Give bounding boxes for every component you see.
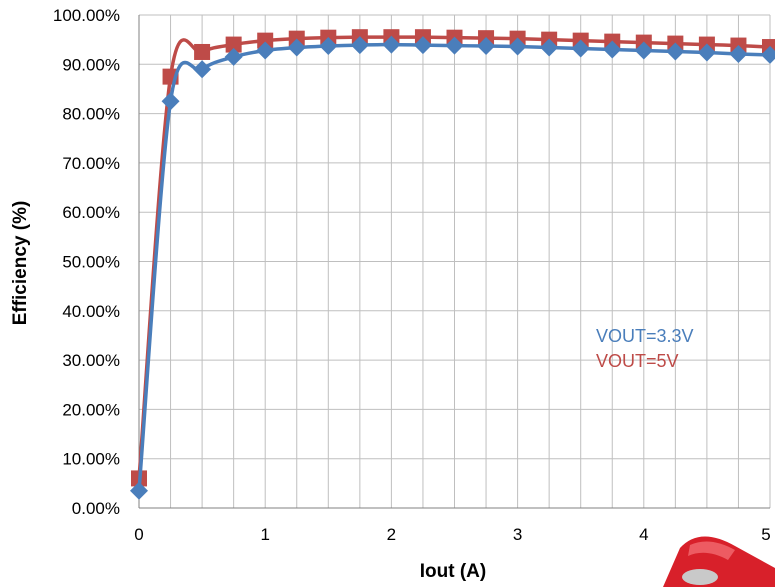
data-point	[413, 36, 432, 55]
y-tick-label: 50.00%	[62, 253, 120, 272]
data-point	[287, 38, 306, 57]
y-axis-title: Efficiency (%)	[10, 201, 31, 326]
x-tick-label: 2	[387, 525, 396, 544]
data-point	[130, 481, 148, 500]
x-tick-label: 5	[761, 525, 770, 544]
data-point	[161, 92, 180, 111]
y-tick-label: 20.00%	[62, 400, 120, 419]
data-point	[256, 41, 275, 60]
y-tick-label: 0.00%	[72, 499, 120, 518]
data-point	[729, 44, 748, 63]
axes	[138, 15, 770, 509]
y-tick-label: 70.00%	[62, 154, 120, 173]
data-point	[477, 37, 496, 56]
data-point	[319, 37, 338, 56]
data-point	[508, 37, 527, 56]
data-point	[350, 36, 369, 55]
y-tick-label: 60.00%	[62, 203, 120, 222]
x-tick-label: 3	[513, 525, 522, 544]
pen-graphic	[663, 536, 775, 587]
data-point	[225, 36, 242, 53]
data-point	[257, 32, 274, 49]
data-point	[540, 38, 559, 57]
y-tick-label: 40.00%	[62, 302, 120, 321]
y-tick-label: 100.00%	[53, 6, 120, 25]
data-point	[603, 40, 622, 59]
data-point	[382, 35, 401, 54]
data-point	[761, 45, 775, 64]
x-tick-label: 0	[134, 525, 143, 544]
y-tick-label: 30.00%	[62, 351, 120, 370]
y-tick-label: 80.00%	[62, 105, 120, 124]
y-tick-label: 90.00%	[62, 55, 120, 74]
series-group	[130, 29, 775, 500]
legend-entry: VOUT=5V	[596, 351, 679, 371]
y-tick-label: 10.00%	[62, 450, 120, 469]
x-tick-labels: 0 1 2 3 4 5	[134, 525, 770, 544]
grid-lines	[138, 14, 771, 509]
data-point	[193, 60, 212, 79]
y-tick-labels: 0.00% 10.00% 20.00% 30.00% 40.00% 50.00% 60.00…	[53, 6, 120, 518]
data-point	[697, 43, 716, 62]
x-tick-label: 4	[639, 525, 648, 544]
legend-entry: VOUT=3.3V	[596, 326, 694, 346]
x-tick-label: 1	[260, 525, 269, 544]
data-point	[571, 39, 590, 58]
x-axis-title: Iout (A)	[420, 561, 486, 582]
data-point	[194, 43, 211, 60]
data-point	[666, 42, 685, 61]
legend: VOUT=3.3V VOUT=5V	[596, 326, 694, 371]
data-point	[224, 47, 243, 66]
data-point	[634, 41, 653, 60]
data-point	[445, 36, 464, 55]
